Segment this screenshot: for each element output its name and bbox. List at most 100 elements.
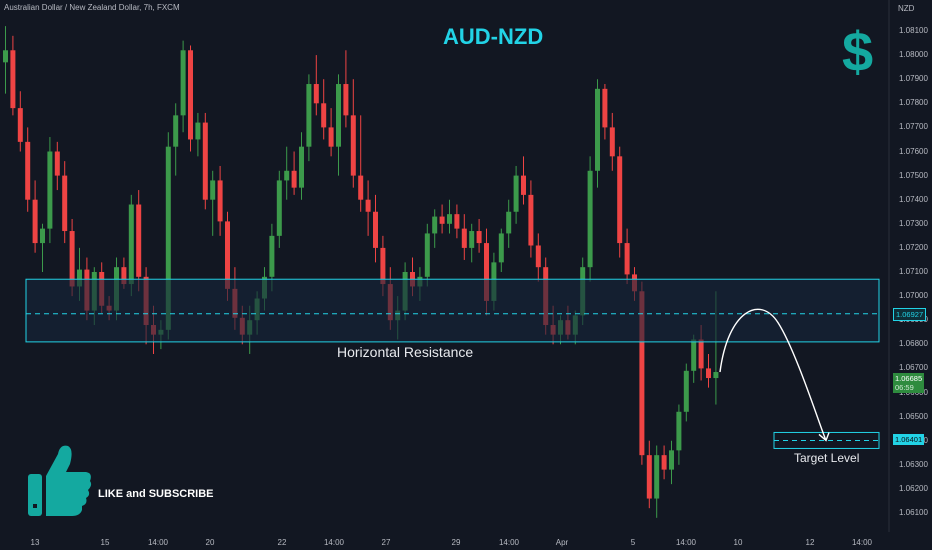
bullish-candle[interactable] (269, 235, 275, 277)
bearish-candle[interactable] (698, 339, 704, 369)
bearish-candle[interactable] (624, 243, 630, 275)
bearish-candle[interactable] (17, 108, 23, 142)
current-price: 1.06685 (895, 374, 923, 383)
bearish-candle[interactable] (365, 199, 371, 212)
bullish-candle[interactable] (683, 370, 689, 412)
bearish-candle[interactable] (602, 88, 608, 128)
bearish-candle[interactable] (328, 127, 334, 147)
bearish-candle[interactable] (121, 267, 127, 285)
bearish-candle[interactable] (32, 199, 38, 244)
bullish-candle[interactable] (506, 211, 512, 234)
bullish-candle[interactable] (3, 50, 8, 63)
bullish-candle[interactable] (299, 146, 304, 188)
bearish-candle[interactable] (617, 156, 623, 244)
dollar-sign-icon: $ (842, 20, 874, 83)
bearish-candle[interactable] (343, 84, 349, 116)
bearish-candle[interactable] (188, 50, 193, 140)
bearish-candle[interactable] (476, 231, 482, 244)
time-tick-label: 12 (805, 538, 815, 547)
bearish-candle[interactable] (706, 368, 711, 379)
bullish-candle[interactable] (210, 180, 216, 200)
price-tick-label: 1.06200 (899, 483, 928, 493)
time-tick-label: Apr (555, 538, 569, 547)
time-tick-label: 22 (277, 538, 287, 547)
bearish-candle[interactable] (661, 455, 667, 470)
bearish-candle[interactable] (25, 141, 31, 200)
bearish-candle[interactable] (291, 170, 297, 188)
bullish-candle[interactable] (173, 115, 179, 147)
bearish-candle[interactable] (380, 247, 386, 285)
arrow-head (818, 432, 830, 442)
bearish-candle[interactable] (69, 231, 75, 287)
price-tick-label: 1.07400 (899, 194, 928, 204)
bullish-candle[interactable] (195, 122, 201, 140)
price-tick-label: 1.06500 (899, 411, 928, 421)
bullish-candle[interactable] (432, 216, 438, 234)
bearish-candle[interactable] (461, 228, 467, 248)
bearish-candle[interactable] (62, 175, 68, 232)
bearish-candle[interactable] (225, 221, 230, 289)
price-tick-label: 1.07500 (899, 170, 928, 180)
instrument-header: Australian Dollar / New Zealand Dollar, … (4, 3, 180, 12)
bullish-candle[interactable] (424, 233, 430, 277)
bearish-candle[interactable] (484, 243, 489, 301)
bearish-candle[interactable] (10, 50, 16, 109)
bullish-candle[interactable] (498, 233, 504, 263)
resistance-price-tag: 1.06927 (893, 308, 927, 321)
bearish-candle[interactable] (639, 291, 645, 456)
chart-title: AUD-NZD (443, 24, 544, 49)
bullish-candle[interactable] (284, 170, 290, 181)
bearish-candle[interactable] (646, 455, 652, 499)
bearish-candle[interactable] (202, 122, 208, 200)
bullish-candle[interactable] (713, 372, 719, 379)
bullish-candle[interactable] (669, 450, 674, 470)
bearish-candle[interactable] (313, 84, 319, 104)
bullish-candle[interactable] (47, 151, 53, 229)
bullish-candle[interactable] (654, 455, 660, 499)
bearish-candle[interactable] (439, 216, 445, 224)
bearish-candle[interactable] (609, 127, 615, 157)
time-tick-label: 27 (381, 538, 391, 547)
bullish-candle[interactable] (447, 214, 452, 224)
time-tick-label: 14:00 (323, 538, 345, 547)
time-tick-label: 14:00 (675, 538, 697, 547)
bearish-candle[interactable] (454, 214, 460, 229)
time-tick-label: 14:00 (147, 538, 169, 547)
bullish-candle[interactable] (306, 84, 312, 147)
bullish-candle[interactable] (128, 204, 134, 285)
bullish-candle[interactable] (40, 228, 45, 244)
price-tick-label: 1.07700 (899, 122, 928, 132)
bearish-candle[interactable] (54, 151, 60, 176)
time-tick-label: 15 (100, 538, 110, 547)
bullish-candle[interactable] (77, 269, 82, 287)
time-tick-label: 14:00 (498, 538, 520, 547)
bearish-candle[interactable] (528, 194, 534, 246)
bullish-candle[interactable] (676, 411, 682, 451)
bullish-candle[interactable] (180, 50, 186, 116)
bearish-candle[interactable] (358, 175, 364, 200)
bullish-candle[interactable] (691, 339, 697, 371)
target-label: Target Level (794, 451, 860, 465)
price-tick-label: 1.07300 (899, 218, 928, 228)
bullish-candle[interactable] (587, 170, 593, 268)
bearish-candle[interactable] (535, 245, 541, 268)
bullish-candle[interactable] (276, 180, 282, 236)
price-tick-label: 1.06100 (899, 508, 928, 517)
price-tick-label: 1.06800 (899, 339, 928, 349)
bullish-candle[interactable] (513, 175, 519, 212)
price-tick-label: 1.07100 (899, 267, 928, 276)
bullish-candle[interactable] (336, 84, 341, 147)
bearish-candle[interactable] (373, 211, 378, 248)
bearish-candle[interactable] (217, 180, 223, 222)
bearish-candle[interactable] (136, 204, 142, 277)
bearish-candle[interactable] (321, 103, 327, 128)
bullish-candle[interactable] (595, 88, 600, 171)
price-tick-label: 1.07900 (899, 74, 928, 84)
bearish-candle[interactable] (350, 115, 356, 176)
time-tick-label: 13 (30, 538, 40, 547)
bullish-candle[interactable] (165, 146, 171, 330)
price-tick-label: 1.08000 (899, 50, 928, 60)
bullish-candle[interactable] (469, 231, 475, 248)
bearish-candle[interactable] (521, 175, 526, 195)
